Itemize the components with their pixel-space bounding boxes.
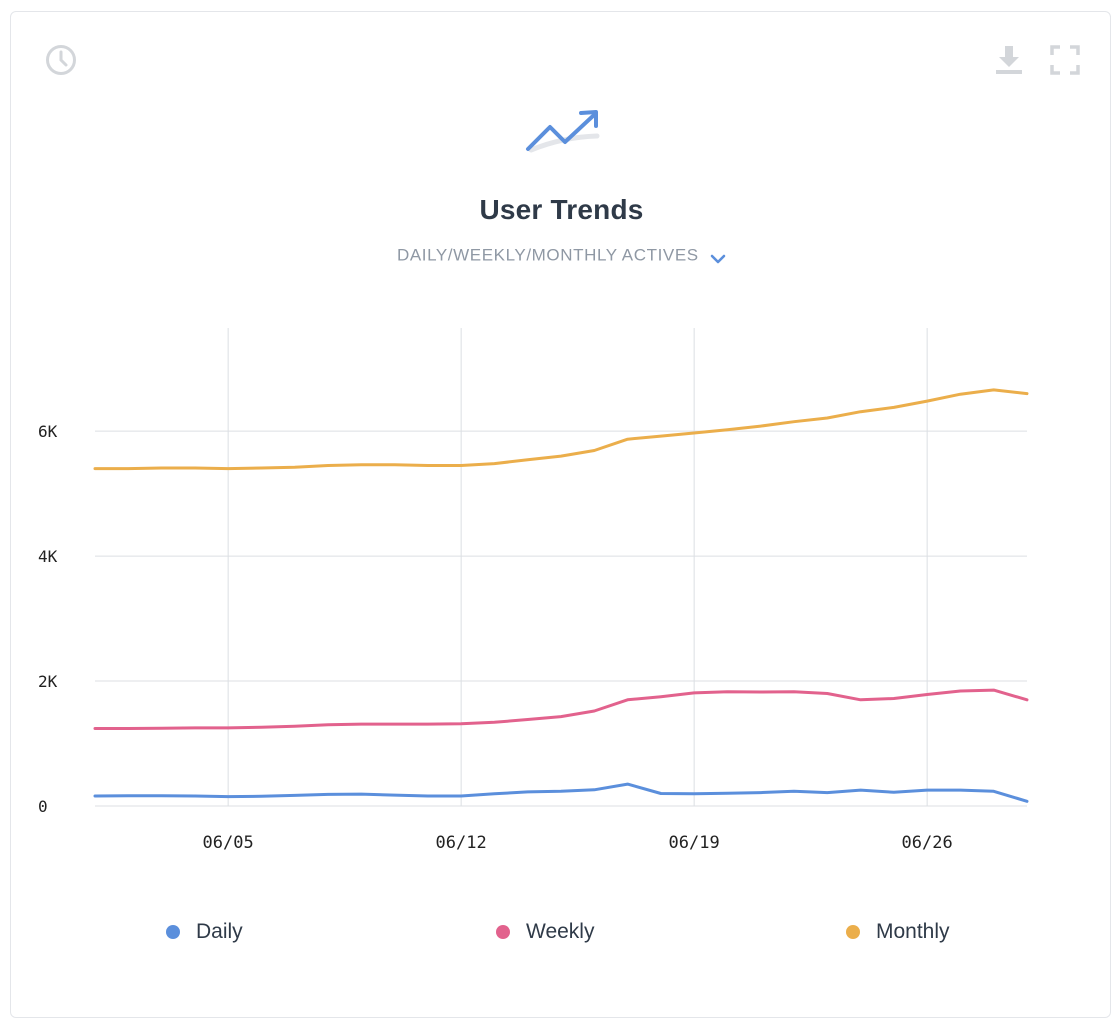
legend-dot-monthly	[846, 925, 860, 939]
user-trends-card: User Trends DAILY/WEEKLY/MONTHLY ACTIVES…	[10, 11, 1111, 1018]
grid-layer	[95, 328, 1027, 807]
legend-label-weekly: Weekly	[526, 920, 595, 943]
line-chart: 0 2K 4K 6K 06/05 06/12 06/19 06/26	[38, 328, 1029, 853]
y-tick-label: 2K	[38, 672, 58, 691]
legend-item-monthly[interactable]: Monthly	[846, 917, 950, 947]
y-tick-label: 0	[38, 797, 48, 816]
legend-dot-daily	[166, 925, 180, 939]
x-tick-label: 06/12	[436, 833, 487, 853]
series-layer	[93, 388, 1029, 803]
x-tick-label: 06/26	[902, 833, 953, 853]
chevron-down-icon[interactable]	[710, 250, 726, 263]
series-line-weekly	[93, 688, 1029, 730]
tick-layer: 0 2K 4K 6K 06/05 06/12 06/19 06/26	[38, 422, 953, 853]
fullscreen-icon[interactable]	[1050, 45, 1080, 75]
download-icon[interactable]	[994, 44, 1024, 78]
y-tick-label: 6K	[38, 422, 58, 441]
chart-subtitle[interactable]: DAILY/WEEKLY/MONTHLY ACTIVES	[11, 245, 1112, 266]
legend-label-monthly: Monthly	[876, 920, 950, 943]
series-line-daily	[93, 782, 1029, 803]
x-tick-label: 06/05	[203, 833, 254, 853]
trend-arrow-icon	[523, 107, 603, 157]
series-line-monthly	[93, 388, 1029, 471]
chart-title: User Trends	[479, 194, 644, 225]
clock-icon[interactable]	[44, 43, 78, 77]
legend-dot-weekly	[496, 925, 510, 939]
legend-item-weekly[interactable]: Weekly	[496, 917, 594, 947]
subtitle-text: DAILY/WEEKLY/MONTHLY ACTIVES	[396, 245, 699, 265]
legend-item-daily[interactable]: Daily	[166, 917, 243, 947]
y-tick-label: 4K	[38, 547, 58, 566]
legend-label-daily: Daily	[196, 920, 243, 943]
x-tick-label: 06/19	[669, 833, 720, 853]
